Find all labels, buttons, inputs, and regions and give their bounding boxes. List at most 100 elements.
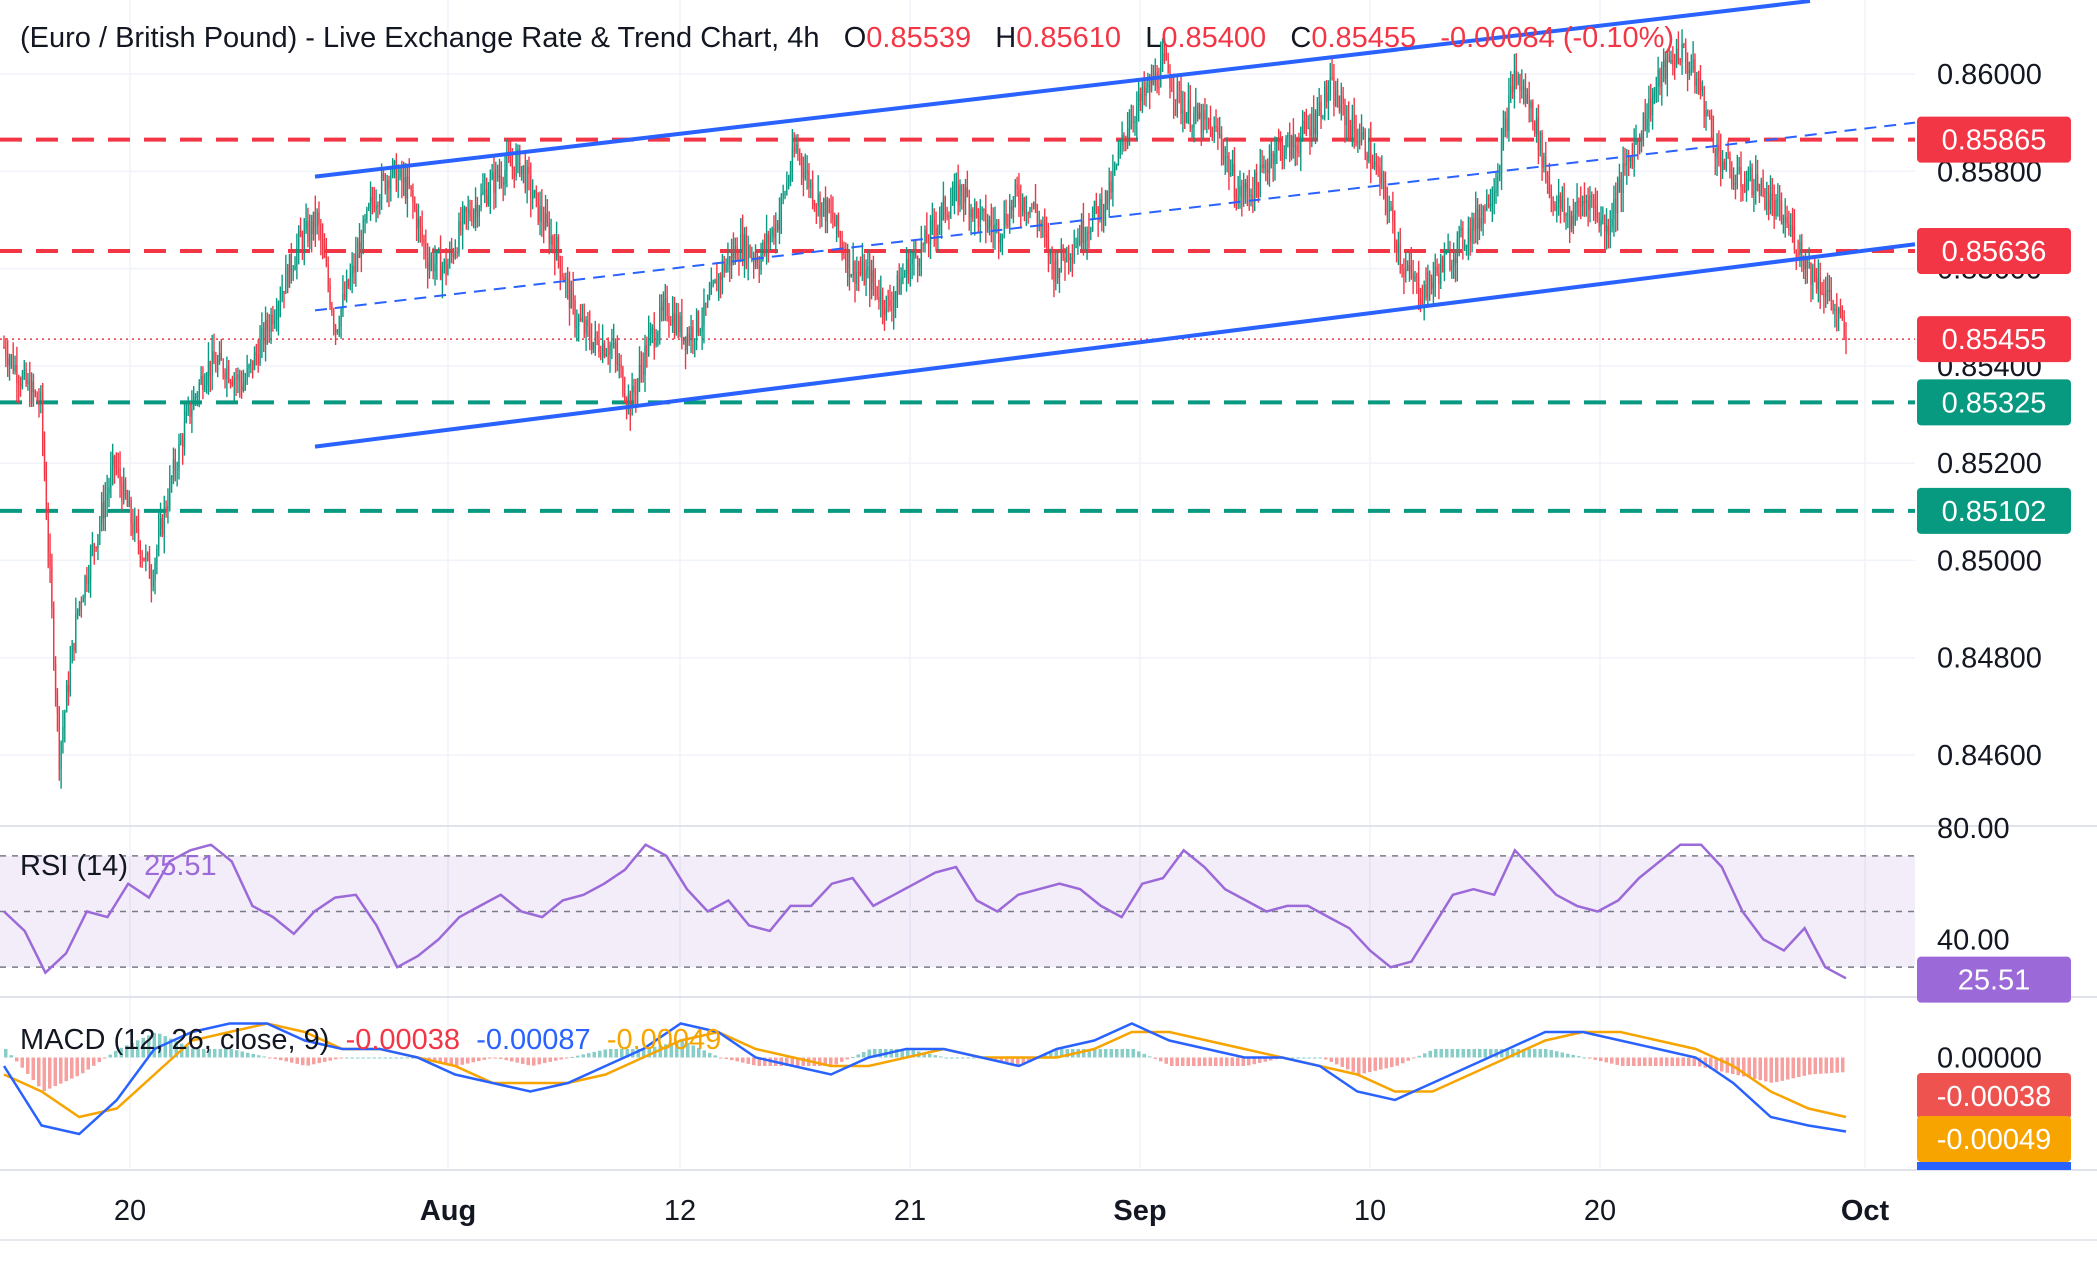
candle-body — [1338, 105, 1341, 112]
candle-body — [1254, 172, 1256, 201]
macd-histogram-bar — [37, 1057, 41, 1087]
candle-body — [1799, 241, 1801, 255]
candle-body — [747, 245, 749, 264]
macd-histogram-bar — [499, 1057, 503, 1059]
candle-body — [1399, 244, 1401, 265]
candle-body — [27, 379, 29, 384]
macd-histogram-bar — [1588, 1057, 1592, 1059]
candle-body — [1543, 156, 1545, 168]
candle-body — [340, 309, 342, 328]
candle-body — [1677, 48, 1680, 62]
x-tick-label: 20 — [114, 1195, 146, 1227]
candle-body — [756, 258, 759, 266]
candle-body — [1740, 167, 1742, 187]
candle-body — [56, 693, 59, 714]
candle-body — [338, 327, 340, 331]
candle-body — [953, 186, 956, 200]
candle-body — [996, 222, 998, 225]
x-tick-label: 20 — [1584, 1195, 1616, 1227]
price-tag-resistance-label: 0.85865 — [1942, 125, 2047, 157]
candle-body — [1738, 167, 1740, 172]
candle-body — [1110, 181, 1112, 193]
macd-histogram-bar — [367, 1057, 371, 1059]
macd-histogram-bar — [779, 1057, 783, 1066]
candle-body — [1668, 54, 1670, 63]
macd-histogram-bar — [1566, 1053, 1570, 1058]
candle-body — [167, 506, 169, 512]
candle-body — [469, 209, 471, 218]
candle-body — [1128, 128, 1131, 130]
candle-body — [1648, 98, 1650, 119]
candle-body — [793, 147, 795, 152]
candle-body — [935, 228, 937, 235]
candle-body — [1570, 215, 1573, 229]
candle-body — [854, 261, 856, 284]
candle-body — [1314, 127, 1317, 134]
candle-body — [1119, 145, 1121, 151]
candle-body — [1383, 172, 1385, 182]
trend-channel — [314, 0, 1916, 449]
macd-histogram-bar — [1439, 1049, 1443, 1058]
candle-body — [43, 439, 46, 477]
candle-body — [1027, 212, 1029, 215]
candle-body — [1725, 152, 1727, 170]
macd-histogram-bar — [1593, 1057, 1597, 1060]
candle-body — [196, 395, 199, 398]
candle-body — [874, 283, 876, 287]
macd-histogram-bar — [873, 1049, 877, 1058]
macd-histogram-bar — [713, 1055, 717, 1058]
candle-body — [1082, 220, 1085, 243]
x-tick-label: Aug — [420, 1195, 476, 1227]
candle-body — [351, 265, 353, 277]
candle-body — [1495, 190, 1497, 193]
candle-body — [1600, 219, 1602, 227]
candle-body — [450, 251, 453, 253]
candle-body — [1581, 201, 1584, 207]
macd-histogram-bar — [75, 1057, 79, 1077]
candle-body — [931, 219, 934, 222]
candle-body — [1843, 318, 1845, 337]
candle-body — [1388, 209, 1390, 213]
candle-body — [412, 190, 414, 203]
candle-body — [1615, 199, 1617, 214]
candle-body — [379, 199, 381, 207]
macd-histogram-bar — [246, 1052, 250, 1058]
macd-histogram-bar — [1252, 1057, 1256, 1065]
price-tag-resistance — [1917, 116, 2071, 163]
candle-body — [637, 379, 639, 395]
candle-body — [474, 204, 477, 213]
macd-histogram-bar — [125, 1045, 129, 1058]
candle-body — [1025, 212, 1027, 214]
candle-body — [767, 233, 770, 244]
macd-histogram-bar — [1307, 1057, 1311, 1059]
candle-body — [161, 518, 164, 535]
macd-histogram-bar — [1104, 1049, 1108, 1058]
candle-body — [642, 367, 644, 375]
candle-body — [1313, 113, 1315, 134]
candle-body — [1618, 178, 1621, 191]
candle-body — [314, 211, 316, 228]
candle-body — [239, 374, 241, 383]
candle-body — [1311, 113, 1313, 137]
macd-histogram-bar — [1010, 1057, 1014, 1065]
candle-body — [1364, 131, 1366, 155]
macd-histogram-bar — [752, 1057, 756, 1066]
candle-body — [1069, 257, 1072, 260]
macd-histogram-bar — [1313, 1057, 1317, 1059]
macd-histogram-bar — [1401, 1057, 1405, 1064]
macd-histogram-bar — [1054, 1049, 1058, 1058]
candle-body — [1086, 231, 1088, 241]
macd-histogram-bar — [108, 1054, 112, 1058]
candle-body — [1285, 138, 1287, 153]
candle-body — [1535, 117, 1538, 134]
candle-body — [1696, 78, 1698, 86]
macd-histogram-bar — [1549, 1049, 1553, 1058]
macd-histogram-bar — [1197, 1057, 1201, 1066]
macd-histogram-bar — [191, 1048, 195, 1058]
candle-body — [430, 257, 432, 263]
candle-body — [826, 200, 829, 222]
macd-histogram-bar — [1373, 1057, 1377, 1071]
candle-body — [1371, 165, 1374, 168]
candle-body — [489, 178, 491, 196]
candle-body — [1664, 59, 1667, 80]
